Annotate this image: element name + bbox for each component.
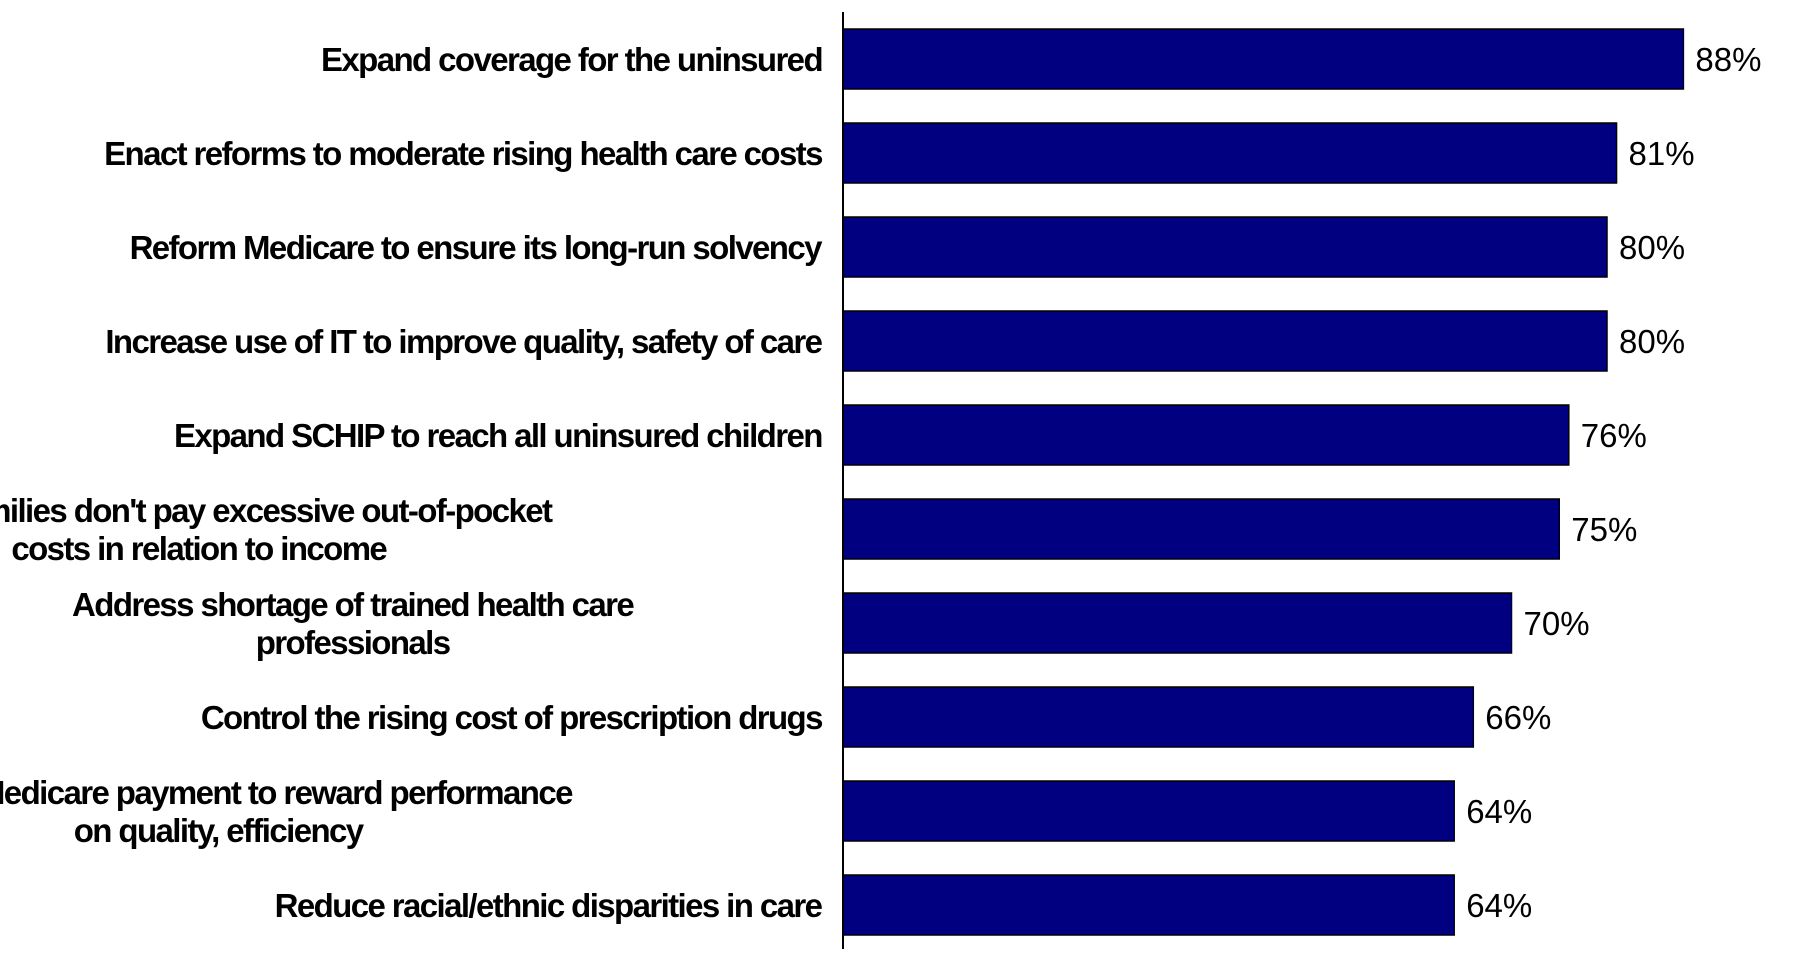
category-label-line: Expand coverage for the uninsured	[321, 41, 822, 78]
category-label: Expand coverage for the uninsured	[321, 41, 822, 78]
bar	[842, 498, 1560, 560]
category-label-line: Address shortage of trained health care	[72, 586, 634, 623]
bar	[842, 686, 1475, 748]
bar	[842, 310, 1608, 372]
value-label: 81%	[1629, 135, 1695, 172]
value-label: 75%	[1571, 511, 1637, 548]
bar	[842, 780, 1455, 842]
category-label-line: Reform Medicare to ensure its long-run s…	[130, 229, 824, 266]
category-label: Reform Medicare payment to reward perfor…	[0, 774, 573, 849]
bar	[842, 874, 1455, 936]
category-label: Address shortage of trained health care p…	[72, 586, 634, 661]
category-label-line: on quality, efficiency	[74, 812, 365, 849]
bars-layer	[842, 28, 1685, 936]
category-label: Expand SCHIP to reach all uninsured chil…	[174, 417, 822, 454]
bar	[842, 592, 1513, 654]
category-label: Reduce racial/ethnic disparities in care	[275, 887, 823, 924]
value-label: 76%	[1581, 417, 1647, 454]
category-label-line: Reduce racial/ethnic disparities in care	[275, 887, 823, 924]
value-label: 66%	[1485, 699, 1551, 736]
bar	[842, 216, 1608, 278]
category-label: Increase use of IT to improve quality, s…	[105, 323, 822, 360]
category-label: Reform Medicare to ensure its long-run s…	[130, 229, 824, 266]
value-label: 70%	[1524, 605, 1590, 642]
category-label-line: costs in relation to income	[11, 530, 387, 567]
value-label: 64%	[1466, 887, 1532, 924]
category-label-line: Increase use of IT to improve quality, s…	[105, 323, 822, 360]
category-label-line: Enact reforms to moderate rising health …	[104, 135, 822, 172]
value-labels-layer: 88% 81% 80% 80% 76% 75% 70% 66% 64% 64%	[1466, 41, 1761, 924]
category-label-line: Reform Medicare payment to reward perfor…	[0, 774, 573, 811]
bar	[842, 404, 1570, 466]
category-label-line: Control the rising cost of prescription …	[201, 699, 822, 736]
category-label: Control the rising cost of prescription …	[201, 699, 822, 736]
value-label: 80%	[1619, 229, 1685, 266]
category-label-line: professionals	[256, 624, 450, 661]
category-labels-layer: Expand coverage for the uninsured Enact r…	[0, 41, 825, 924]
bar	[842, 122, 1618, 184]
category-label: Enact reforms to moderate rising health …	[104, 135, 822, 172]
category-label: Ensure families don't pay excessive out-…	[0, 492, 553, 567]
category-label-line: Expand SCHIP to reach all uninsured chil…	[174, 417, 822, 454]
category-label-line: Ensure families don't pay excessive out-…	[0, 492, 553, 529]
value-label: 64%	[1466, 793, 1532, 830]
value-label: 80%	[1619, 323, 1685, 360]
value-label: 88%	[1695, 41, 1761, 78]
bar	[842, 28, 1685, 90]
